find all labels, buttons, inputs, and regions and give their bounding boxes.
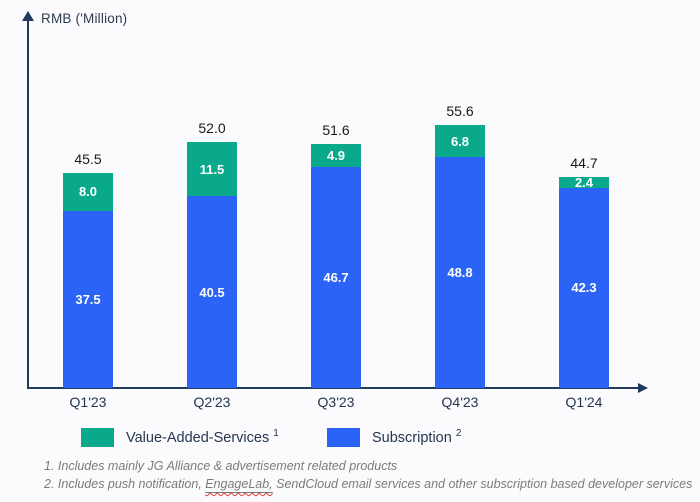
bar-total-label: 51.6 <box>322 121 350 138</box>
x-axis-label: Q2'23 <box>193 394 231 410</box>
bar-segment-subscription: 46.7 <box>311 167 361 388</box>
x-axis-label: Q4'23 <box>441 394 479 410</box>
bar-Q4'23: 6.8 48.8 <box>435 125 485 388</box>
bar-segment-subscription: 37.5 <box>63 210 113 388</box>
segment-value-label: 8.0 <box>78 184 98 200</box>
y-axis-line <box>27 20 29 388</box>
x-axis-label: Q3'23 <box>317 394 355 410</box>
legend-swatch-blue <box>327 427 360 447</box>
legend-label-subscription: Subscription 2 <box>372 428 461 446</box>
x-axis-label: Q1'24 <box>565 394 603 410</box>
footnote-2-link: EngageLab, <box>205 477 273 491</box>
bar-Q3'23: 4.9 46.7 <box>311 143 361 388</box>
bar-Q2'23: 11.5 40.5 <box>187 142 237 388</box>
segment-value-label: 46.7 <box>323 270 349 286</box>
legend-item-value-added-services: Value-Added-Services 1 <box>81 427 279 447</box>
y-axis-arrow-icon <box>22 11 34 21</box>
bar-segment-value-added-services: 6.8 <box>435 125 485 158</box>
segment-value-label: 40.5 <box>199 284 225 300</box>
segment-value-label: 11.5 <box>199 161 225 177</box>
bar-segment-value-added-services: 4.9 <box>311 143 361 168</box>
footnote-2-pre: 2. Includes push notification, <box>44 477 206 491</box>
bar-total-label: 55.6 <box>446 103 474 120</box>
x-axis-line <box>27 387 639 389</box>
legend-label-text: Value-Added-Services <box>126 429 270 446</box>
bar-segment-value-added-services: 2.4 <box>559 174 609 190</box>
bar-segment-value-added-services: 8.0 <box>63 172 113 211</box>
bar-Q1'23: 8.0 37.5 <box>63 172 113 388</box>
footnote-2-post: SendCloud email services and other subsc… <box>272 477 693 491</box>
legend-item-subscription: Subscription 2 <box>327 427 461 447</box>
x-axis-arrow-icon <box>638 383 648 393</box>
x-axis-label: Q1'23 <box>69 394 107 410</box>
segment-value-label: 42.3 <box>571 280 597 296</box>
segment-value-label: 37.5 <box>75 291 101 307</box>
footnote-2-engagelab-misspell: EngageLab, <box>205 477 272 491</box>
legend-swatch-green <box>81 427 114 447</box>
segment-value-label: 48.8 <box>447 265 473 281</box>
segment-value-label: 6.8 <box>450 133 470 149</box>
bar-segment-subscription: 42.3 <box>559 187 609 388</box>
y-axis-title: RMB ('Million) <box>41 11 128 26</box>
bar-total-label: 52.0 <box>198 120 226 137</box>
footnote-1: 1. Includes mainly JG Alliance & adverti… <box>44 459 398 473</box>
segment-value-label: 2.4 <box>574 174 594 190</box>
segment-value-label: 4.9 <box>326 148 346 164</box>
legend-superscript: 1 <box>273 428 279 440</box>
bar-total-label: 44.7 <box>570 154 598 171</box>
footnote-2: 2. Includes push notification, EngageLab… <box>44 477 692 491</box>
bar-segment-subscription: 40.5 <box>187 196 237 388</box>
bar-total-label: 45.5 <box>74 150 102 167</box>
bar-Q1'24: 2.4 42.3 <box>559 174 609 388</box>
legend-label-value-added-services: Value-Added-Services 1 <box>126 428 279 446</box>
bar-segment-subscription: 48.8 <box>435 157 485 388</box>
legend-superscript: 2 <box>455 428 462 440</box>
legend-label-text: Subscription <box>372 429 452 446</box>
bar-segment-value-added-services: 11.5 <box>187 142 237 197</box>
